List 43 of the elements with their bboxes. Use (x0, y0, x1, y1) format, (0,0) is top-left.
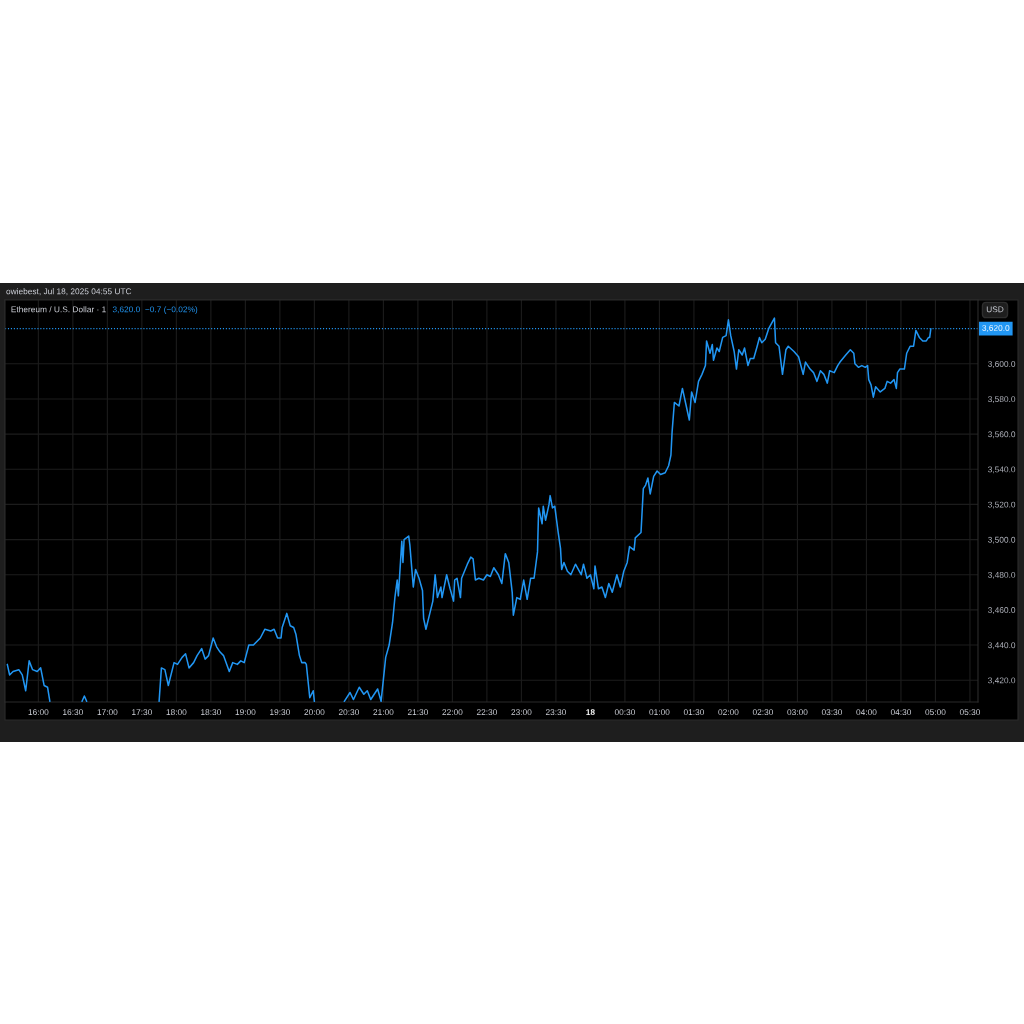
y-tick-label: 3,500.0 (988, 536, 1016, 544)
x-tick-label: 20:30 (338, 709, 359, 716)
y-axis-title: USD (986, 306, 1004, 313)
x-tick-label: 04:00 (856, 709, 877, 716)
x-tick-label: 05:30 (959, 709, 981, 716)
y-tick-label: 3,560.0 (988, 431, 1016, 439)
x-tick-label: 18 (586, 709, 595, 716)
x-tick-label: 16:30 (63, 709, 83, 716)
text: Ethereum / U.S. Dollar · 1 (11, 306, 106, 313)
y-tick-label: 3,460.0 (988, 607, 1016, 614)
y-tick-label: 3,540.0 (988, 466, 1016, 474)
x-tick-label: 18:00 (166, 709, 187, 716)
y-tick-label: 3,600.0 (988, 361, 1016, 368)
x-tick-label: 03:00 (787, 709, 808, 716)
text: owiebest, Jul 18, 2025 04:55 UTC (6, 288, 132, 296)
x-tick-label: 00:30 (614, 709, 636, 716)
x-tick-label: 05:00 (925, 709, 946, 716)
x-tick-label: 23:30 (545, 709, 567, 716)
x-tick-label: 04:30 (890, 709, 912, 716)
x-tick-label: 19:00 (235, 709, 256, 716)
ref-line-label: 3,620.0 (982, 324, 1010, 332)
x-tick-label: 22:00 (442, 709, 463, 716)
x-tick-label: 02:00 (718, 709, 739, 716)
x-tick-label: 19:30 (270, 709, 290, 716)
y-tick-label: 3,480.0 (988, 571, 1016, 579)
x-tick-label: 16:00 (28, 709, 49, 716)
x-tick-label: 17:30 (132, 709, 152, 716)
y-tick-label: 3,420.0 (988, 677, 1016, 685)
x-tick-label: 23:00 (511, 709, 532, 716)
text: 3,620.0 −0.7 (−0.02%) (112, 306, 198, 314)
x-tick-label: 02:30 (752, 709, 774, 716)
x-tick-label: 21:00 (373, 709, 394, 716)
y-tick-label: 3,580.0 (988, 396, 1016, 404)
y-tick-label: 3,520.0 (988, 501, 1016, 509)
x-tick-label: 01:30 (683, 709, 705, 716)
x-tick-label: 22:30 (476, 709, 497, 716)
x-tick-label: 01:00 (649, 709, 670, 716)
x-tick-label: 18:30 (201, 709, 221, 716)
x-tick-label: 21:30 (407, 709, 428, 716)
x-tick-label: 03:30 (821, 709, 843, 716)
x-tick-label: 20:00 (304, 709, 325, 716)
y-tick-label: 3,440.0 (988, 642, 1016, 650)
x-tick-label: 17:00 (97, 709, 118, 716)
